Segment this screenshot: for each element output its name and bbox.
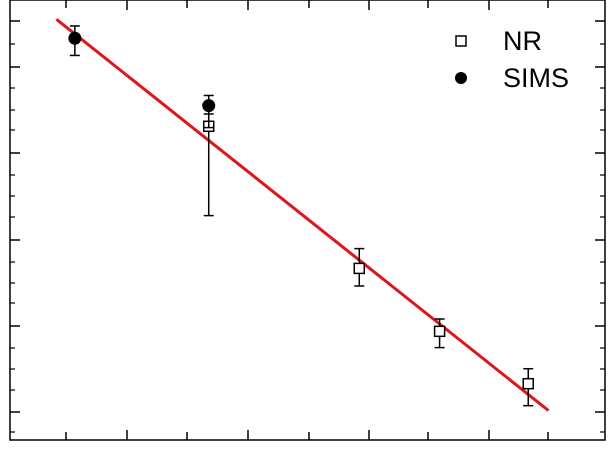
plot-frame (9, 0, 606, 441)
fit-line (55, 18, 550, 412)
sims-point (68, 31, 82, 45)
fit-line-group (55, 18, 550, 412)
legend-nr-label: NR (503, 26, 542, 56)
legend: NR SIMS (455, 26, 569, 93)
nr-point (522, 377, 534, 390)
sims-point (202, 99, 216, 113)
legend-sims-marker (455, 72, 467, 84)
nr-point (353, 262, 366, 275)
legend-sims-label: SIMS (503, 63, 569, 93)
data-points-group (68, 25, 534, 407)
legend-nr-marker (455, 35, 467, 47)
axis-ticks (10, 0, 605, 440)
nr-point (433, 325, 446, 338)
